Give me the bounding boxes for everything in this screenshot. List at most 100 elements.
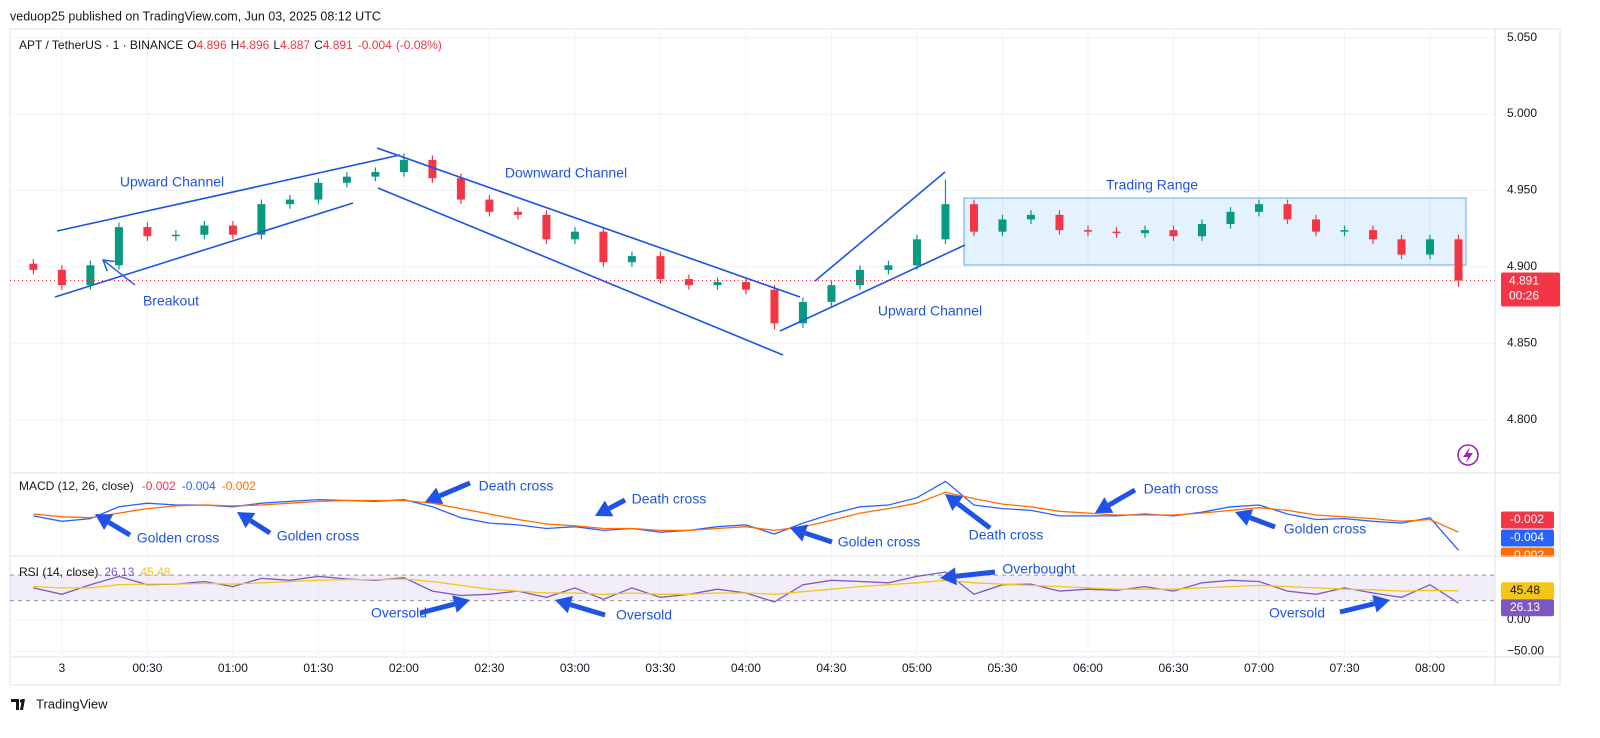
grid: 3 00:30 01:00 01:30 02:00 02:30 03:00 03:30 04:0… (10, 30, 1544, 675)
value-label: -0.004 (1510, 530, 1544, 544)
arrow (1249, 515, 1276, 530)
rsi-legend: RSI (14, close) 26.13 45.48 (19, 565, 171, 579)
arrow-head (945, 494, 964, 511)
last-price-label: 4.891 (1509, 274, 1539, 288)
candle-body (513, 211, 522, 215)
chart-frame (9, 28, 1561, 686)
arrow (102, 259, 136, 286)
x-tick-label: 07:30 (1329, 661, 1359, 675)
arrow (955, 569, 996, 579)
countdown-label: 00:26 (1509, 289, 1539, 303)
candle-body (1055, 214, 1064, 231)
candle-body (1283, 204, 1292, 220)
y-tick-label: 4.950 (1507, 183, 1537, 197)
arrow (804, 530, 833, 545)
value-label: -0.002 (1510, 548, 1544, 562)
annotation: Golden cross (838, 534, 920, 550)
indicator-line (33, 491, 1459, 533)
annotation: Golden cross (1284, 521, 1366, 537)
candle-body (1397, 239, 1406, 255)
y-tick-label: 4.800 (1507, 412, 1537, 426)
candle-body (741, 282, 750, 290)
channel-line (376, 147, 801, 298)
candle-body (257, 204, 266, 235)
candle-body (542, 214, 551, 240)
value-label: 26.13 (1510, 600, 1540, 614)
arrow (1107, 487, 1137, 508)
value-label-box (1501, 599, 1554, 617)
publisher-line: veduop25 published on TradingView.com, J… (10, 9, 381, 23)
candle-body (1083, 230, 1092, 232)
value-label-box (1501, 529, 1554, 547)
candle-body (1112, 231, 1121, 234)
annotation: Oversold (1269, 605, 1325, 621)
arrow-head (1235, 509, 1254, 527)
y-tick-label: 4.900 (1507, 259, 1537, 273)
brand-logo (11, 699, 25, 710)
candle-body (285, 199, 294, 205)
arrow-head (595, 500, 614, 517)
channel-line (814, 171, 946, 282)
symbol-legend: APT / TetherUS · 1 · BINANCE O4.896 H4.896… (19, 38, 442, 52)
arrow-head (95, 514, 114, 530)
annotation: Death cross (1144, 481, 1219, 497)
candle-body (1197, 224, 1206, 237)
annotation: Death cross (479, 478, 554, 494)
annotation: Upward Channel (120, 174, 224, 190)
candle-body (1312, 219, 1321, 232)
x-tick-label: 03:00 (560, 661, 590, 675)
y-tick-label: 4.850 (1507, 335, 1537, 349)
candle-body (770, 289, 779, 324)
candle-body (884, 265, 893, 270)
x-tick-label: 06:30 (1158, 661, 1188, 675)
brand-name: TradingView (36, 696, 108, 711)
arrows (95, 259, 1390, 618)
channel-line (377, 187, 784, 356)
indicator-line (33, 480, 1459, 551)
candle-body (200, 225, 209, 235)
candle-body (827, 285, 836, 302)
arrow (569, 602, 606, 618)
candle-body (912, 239, 921, 266)
macd-legend: MACD (12, 26, close) -0.002 -0.004 -0.002 (19, 479, 256, 493)
candle-body (86, 265, 95, 286)
arrow (107, 520, 132, 538)
candle-body (684, 279, 693, 286)
x-tick-label: 02:00 (389, 661, 419, 675)
arrow (249, 518, 272, 536)
value-label: 45.48 (1510, 583, 1540, 597)
indicator-icon (1457, 444, 1479, 466)
arrow-head (555, 595, 573, 614)
x-tick-label: 04:00 (731, 661, 761, 675)
x-tick-label: 01:00 (218, 661, 248, 675)
x-tick-label: 00:30 (132, 661, 162, 675)
candle-body (1140, 230, 1149, 234)
candle-body (143, 227, 152, 237)
arrow (419, 601, 456, 616)
annotation: Oversold (616, 607, 672, 623)
x-tick-label: 05:30 (987, 661, 1017, 675)
candle-body (228, 225, 237, 235)
candle-body (1426, 239, 1435, 255)
y-tick-label: −50.00 (1507, 644, 1544, 658)
candle-body (570, 231, 579, 240)
value-label-box (1501, 582, 1554, 600)
macd-axis-labels: -0.002 -0.004 -0.002 (1501, 511, 1554, 562)
x-tick-label: 03:30 (645, 661, 675, 675)
annotation: Death cross (969, 527, 1044, 543)
candle-body (1369, 230, 1378, 240)
arrow-head (1372, 594, 1390, 613)
x-tick-label: 08:00 (1415, 661, 1445, 675)
candle-body (941, 204, 950, 240)
candle-body (599, 231, 608, 263)
candle-body (1026, 214, 1035, 220)
channel-line (54, 202, 354, 298)
arrow-head (101, 259, 115, 272)
candle-body (29, 263, 38, 270)
arrow-head (1095, 497, 1114, 513)
value-label-box (1501, 547, 1554, 557)
candle-body (57, 269, 66, 286)
x-tick-label: 06:00 (1073, 661, 1103, 675)
